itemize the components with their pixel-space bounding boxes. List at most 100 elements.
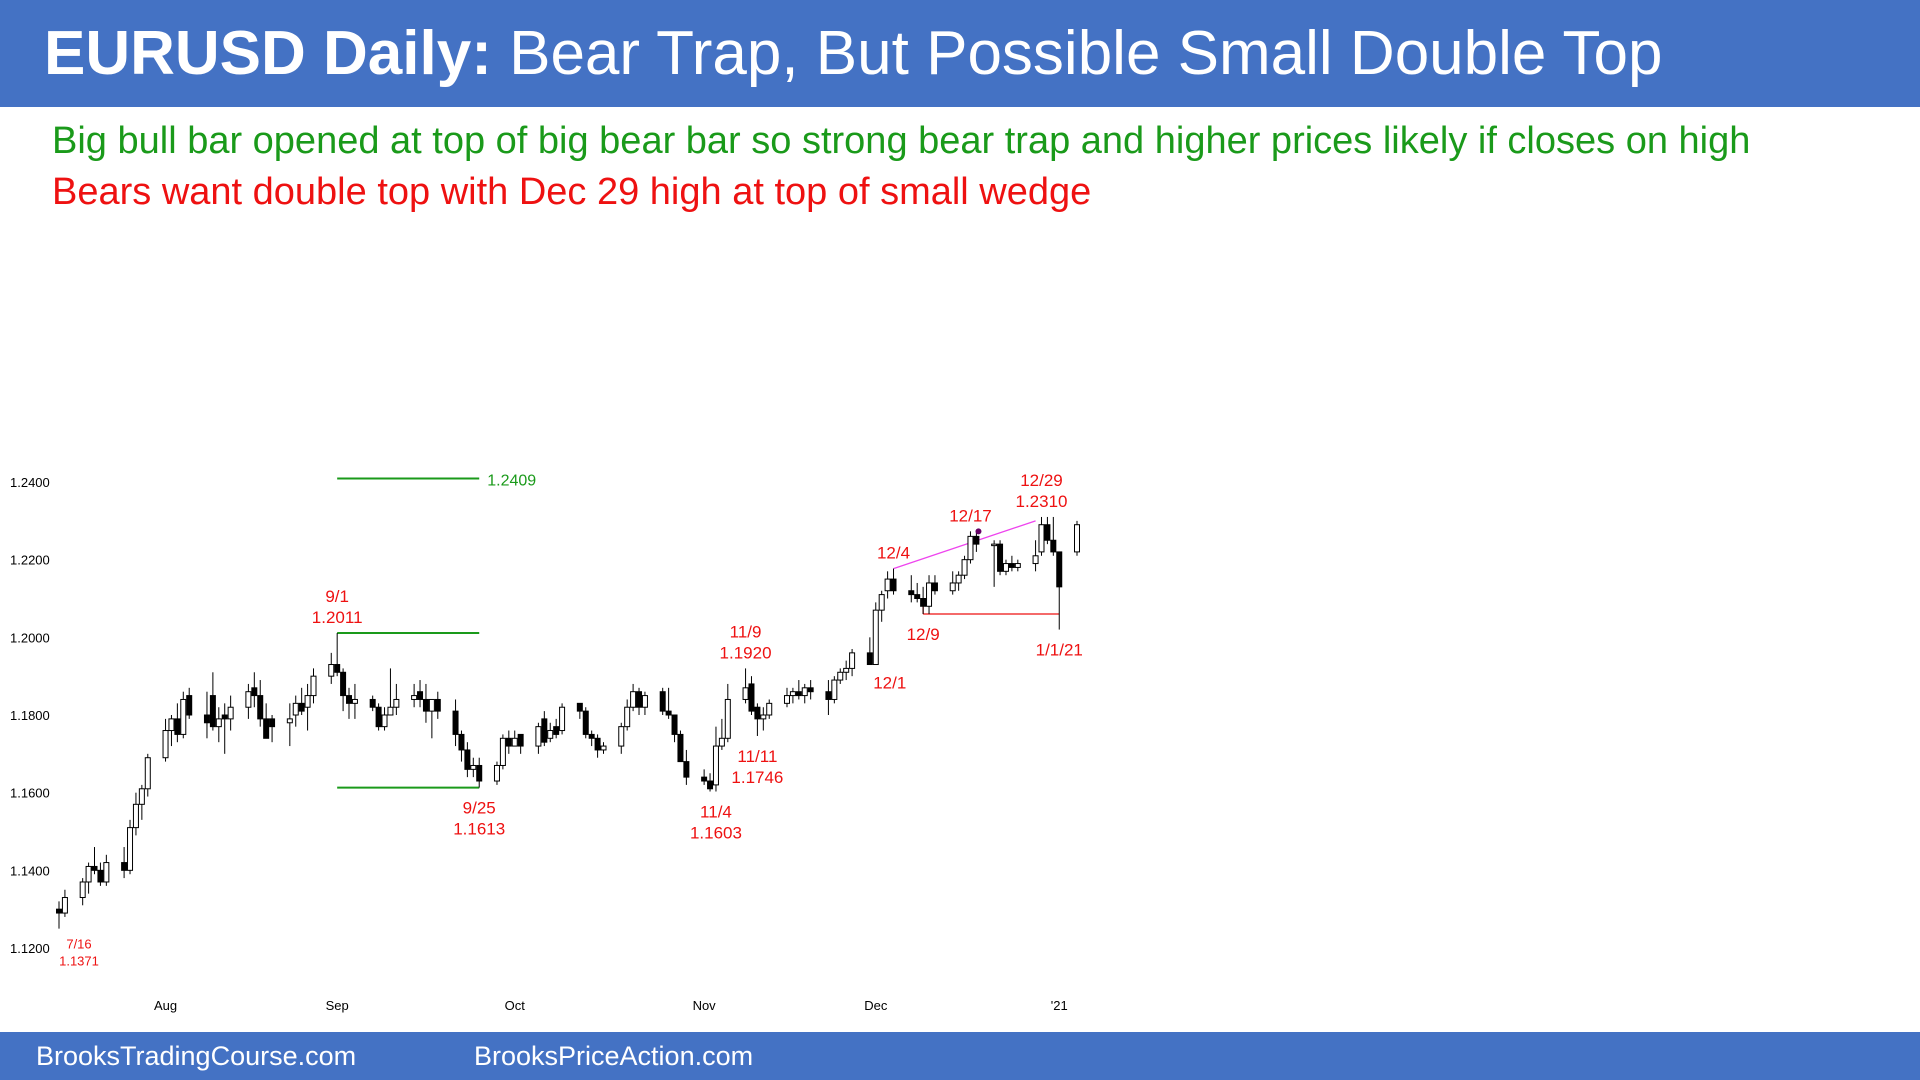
candle-body [263, 718, 270, 739]
candle-body [452, 710, 459, 735]
candle-body [434, 698, 441, 712]
candle-body [180, 698, 187, 735]
candle-body [79, 881, 86, 899]
candle-body [553, 726, 560, 735]
candle-body [843, 667, 850, 673]
annotation-label: 1.2310 [1015, 492, 1067, 511]
candle-body [783, 695, 790, 704]
candle-body [505, 737, 512, 747]
wedge-line [893, 520, 1036, 570]
y-tick-label: 1.1800 [10, 708, 50, 723]
candle-body [245, 691, 252, 708]
candle-body [493, 764, 500, 782]
annotation-label: 1.1371 [59, 954, 99, 969]
candle-body [630, 691, 637, 708]
candle-body [624, 706, 631, 728]
bear-note: Bears want double top with Dec 29 high a… [52, 171, 1092, 213]
annotation-label: 12/29 [1020, 471, 1063, 490]
candle-body [908, 590, 915, 596]
candle-body [849, 652, 856, 669]
y-tick-label: 1.2400 [10, 475, 50, 490]
candle-body [304, 695, 311, 708]
candle-body [470, 764, 477, 770]
candle-body [346, 695, 353, 704]
annotation-label: 12/17 [949, 506, 992, 525]
candle-body [298, 702, 305, 712]
candle-body [215, 718, 222, 728]
candle-body [1050, 539, 1057, 553]
candle-body [795, 691, 802, 697]
candle-body [754, 706, 761, 720]
candle-body [422, 698, 429, 712]
candle-body [961, 559, 968, 576]
bull-note: Big bull bar opened at top of big bear b… [52, 120, 1751, 162]
candle-body [286, 718, 293, 724]
annotation-label: 1/1/21 [1036, 641, 1083, 660]
footer-bar: BrooksTradingCourse.com BrooksPriceActio… [0, 1032, 1920, 1080]
y-tick-label: 1.1600 [10, 786, 50, 801]
footer-link-brooks-trading-course[interactable]: BrooksTradingCourse.com [36, 1041, 357, 1071]
candle-body [328, 664, 335, 677]
candle-body [411, 695, 418, 700]
candle-body [1044, 524, 1051, 541]
candle-body [203, 714, 210, 724]
candle-body [541, 718, 548, 743]
candle-body [1014, 563, 1021, 568]
candle-body [931, 582, 938, 592]
annotation-label: 9/25 [463, 799, 496, 818]
candle-body [760, 714, 767, 720]
candle-body [594, 737, 601, 751]
candle-body [659, 691, 666, 712]
candle-body [801, 687, 808, 697]
candle-body [582, 710, 589, 735]
candle-body [766, 702, 773, 716]
candle-body [464, 749, 471, 770]
candle-body [1056, 551, 1063, 588]
candle-body [417, 691, 424, 700]
candle-body [997, 543, 1004, 572]
candle-body [340, 671, 347, 697]
candle-body [476, 764, 483, 782]
candle-body [701, 776, 708, 782]
candle-body [837, 671, 844, 681]
candle-body [381, 714, 388, 728]
level-label: 1.2409 [487, 473, 536, 490]
candle-body [168, 718, 175, 732]
candle-body [878, 594, 885, 611]
candle-body [866, 652, 873, 666]
candle-body [949, 582, 956, 592]
candle-body [724, 698, 731, 739]
candle-body [103, 862, 110, 883]
annotation-label: 1.2011 [312, 608, 363, 627]
candle-body [1038, 524, 1045, 553]
candle-body [683, 761, 690, 778]
candle-body [174, 718, 181, 735]
annotation-label: 12/4 [877, 544, 910, 563]
candle-body [186, 695, 193, 716]
wedge-point-marker [975, 528, 982, 535]
candle-body [97, 869, 104, 883]
candle-body [914, 594, 921, 600]
candle-body [707, 780, 714, 790]
candle-body [517, 733, 524, 747]
annotation-label: 1.1603 [690, 824, 742, 843]
annotation-label: 11/9 [730, 622, 762, 641]
candle-body [955, 574, 962, 584]
candle-body [618, 726, 625, 747]
candle-body [712, 745, 719, 786]
footer-link-brooks-price-action[interactable]: BrooksPriceAction.com [474, 1041, 754, 1071]
candle-body [458, 733, 465, 751]
candle-body [872, 609, 879, 666]
candle-body [1008, 563, 1015, 568]
title-subtitle: Bear Trap, But Possible Small Double Top [491, 19, 1663, 88]
candle-body [351, 698, 358, 704]
candle-body [547, 730, 554, 739]
y-tick-label: 1.2000 [10, 630, 50, 645]
title-symbol: EURUSD Daily: [44, 19, 492, 88]
candle-body [369, 698, 376, 708]
x-tick-label: Nov [693, 998, 717, 1013]
annotation-label: 9/1 [325, 587, 349, 606]
x-tick-label: Oct [505, 998, 526, 1013]
y-tick-label: 1.1200 [10, 941, 50, 956]
candle-body [665, 710, 672, 716]
